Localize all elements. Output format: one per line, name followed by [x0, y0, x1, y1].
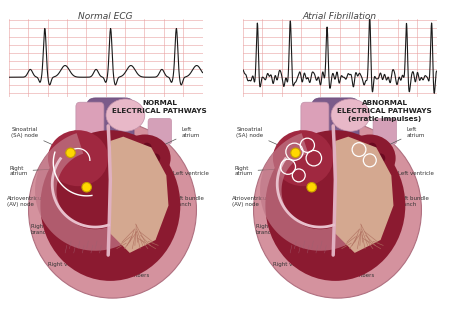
Polygon shape — [260, 133, 348, 251]
Circle shape — [129, 147, 139, 156]
Polygon shape — [334, 137, 393, 253]
Ellipse shape — [331, 99, 370, 131]
Ellipse shape — [344, 134, 396, 182]
Text: Right ventricle: Right ventricle — [273, 247, 313, 267]
Ellipse shape — [28, 122, 197, 298]
Ellipse shape — [266, 130, 405, 281]
Text: Right
atrium: Right atrium — [9, 166, 56, 176]
FancyBboxPatch shape — [301, 102, 329, 141]
Circle shape — [142, 143, 152, 152]
Polygon shape — [109, 137, 168, 253]
Text: Normal ECG: Normal ECG — [78, 12, 133, 21]
Text: Atrial Fibrillation: Atrial Fibrillation — [303, 12, 377, 21]
Text: Atrioventricular
(AV) node: Atrioventricular (AV) node — [232, 188, 309, 207]
Polygon shape — [35, 133, 123, 251]
Text: Atrioventricular
(AV) node: Atrioventricular (AV) node — [7, 188, 84, 207]
FancyBboxPatch shape — [87, 98, 134, 163]
Text: Sinoatrial
(SA) node: Sinoatrial (SA) node — [236, 127, 293, 152]
FancyBboxPatch shape — [312, 98, 359, 163]
Text: Left ventricle: Left ventricle — [154, 171, 209, 183]
Ellipse shape — [273, 130, 333, 186]
Circle shape — [66, 148, 75, 158]
Text: Purkinje fibers: Purkinje fibers — [335, 251, 374, 278]
Text: Left bundle
branch: Left bundle branch — [366, 196, 429, 212]
FancyBboxPatch shape — [76, 102, 104, 141]
Text: Left ventricle: Left ventricle — [379, 171, 434, 183]
FancyBboxPatch shape — [148, 118, 172, 144]
Circle shape — [367, 143, 377, 152]
Circle shape — [354, 147, 364, 156]
Ellipse shape — [119, 134, 171, 182]
Text: Sinoatrial
(SA) node: Sinoatrial (SA) node — [11, 127, 68, 152]
Text: Left
atrium: Left atrium — [147, 127, 200, 153]
Text: Right
atrium: Right atrium — [234, 166, 281, 176]
Text: Right ventricle: Right ventricle — [48, 247, 88, 267]
Text: NORMAL
ELECTRICAL PATHWAYS: NORMAL ELECTRICAL PATHWAYS — [112, 100, 207, 114]
Text: Purkinje fibers: Purkinje fibers — [110, 251, 149, 278]
Text: ABNORMAL
ELECTRICAL PATHWAYS
(erratic impulses): ABNORMAL ELECTRICAL PATHWAYS (erratic im… — [338, 100, 432, 122]
Circle shape — [82, 183, 91, 192]
Ellipse shape — [253, 122, 422, 298]
Circle shape — [291, 148, 300, 158]
Circle shape — [151, 154, 160, 163]
FancyBboxPatch shape — [373, 118, 397, 144]
Text: Left bundle
branch: Left bundle branch — [141, 196, 204, 212]
Circle shape — [307, 183, 316, 192]
Text: Left
atrium: Left atrium — [372, 127, 425, 153]
Ellipse shape — [40, 130, 180, 281]
Ellipse shape — [106, 99, 145, 131]
Text: Right bundle
branch: Right bundle branch — [256, 224, 313, 235]
Text: Right bundle
branch: Right bundle branch — [31, 224, 88, 235]
Ellipse shape — [48, 130, 108, 186]
Circle shape — [376, 154, 385, 163]
